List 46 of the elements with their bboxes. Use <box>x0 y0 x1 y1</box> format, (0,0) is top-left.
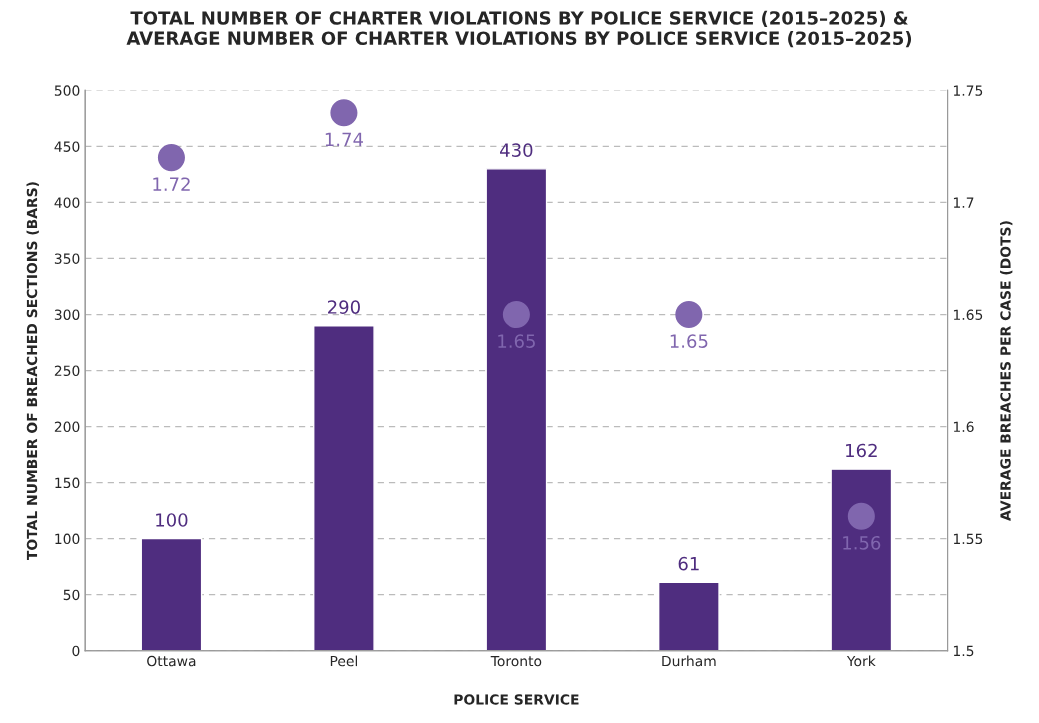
y-tick-label: 50 <box>63 589 80 601</box>
x-tick-label: Toronto <box>490 655 542 667</box>
point <box>330 99 358 127</box>
y-tick-label: 150 <box>55 477 80 489</box>
point <box>502 300 530 329</box>
data-label: 290 <box>328 300 360 314</box>
data-label: 100 <box>156 513 188 527</box>
x-tick-label: York <box>846 655 876 667</box>
y-tick-label: 0 <box>72 645 80 657</box>
y2-axis-title: AVERAGE BREACHES PER CASE (DOTS) <box>1000 221 1013 521</box>
data-label: 1.72 <box>153 177 190 191</box>
x-tick-label: Peel <box>330 655 358 667</box>
y2-tick-label: 1.75 <box>953 85 983 96</box>
y2-tick-label: 1.6 <box>953 421 974 433</box>
data-label: 162 <box>846 443 877 458</box>
bar <box>657 581 720 651</box>
data-label: 61 <box>678 556 699 571</box>
y2-tick-label: 1.65 <box>953 309 983 320</box>
point <box>157 144 185 172</box>
chart-title: TOTAL NUMBER OF CHARTER VIOLATIONS BY POLICE SERVICE (2015–2025) & AVERAGE NUMBER OF CHARTER VIOLATIONS BY POLICE SERVICE (2015–2025) <box>126 10 912 48</box>
data-label: 1.56 <box>843 535 881 550</box>
bar <box>313 325 375 651</box>
bar <box>830 468 893 651</box>
y2-tick-label: 1.5 <box>953 645 974 657</box>
y-tick-label: 500 <box>54 85 80 96</box>
y-tick-label: 300 <box>54 309 80 320</box>
y2-tick-label: 1.7 <box>953 197 974 208</box>
y-axis-title: TOTAL NUMBER OF BREACHED SECTIONS (BARS) <box>26 182 39 561</box>
data-label: 1.65 <box>498 334 535 348</box>
y-tick-label: 200 <box>54 421 80 433</box>
data-label: 1.74 <box>325 132 363 146</box>
x-tick-label: Durham <box>662 655 716 667</box>
bar <box>485 168 548 651</box>
x-axis-title: POLICE SERVICE <box>454 694 579 705</box>
y-tick-label: 450 <box>54 141 80 152</box>
y-tick-label: 250 <box>54 365 80 377</box>
data-label: 430 <box>500 143 533 157</box>
point <box>675 300 703 329</box>
y-tick-label: 400 <box>54 197 80 208</box>
x-tick-label: Ottawa <box>147 655 196 667</box>
data-label: 1.65 <box>670 334 708 348</box>
bar <box>140 537 203 651</box>
y2-tick-label: 1.55 <box>953 533 983 545</box>
y-tick-label: 350 <box>54 253 80 264</box>
y-tick-label: 100 <box>55 533 80 545</box>
point <box>847 502 875 530</box>
